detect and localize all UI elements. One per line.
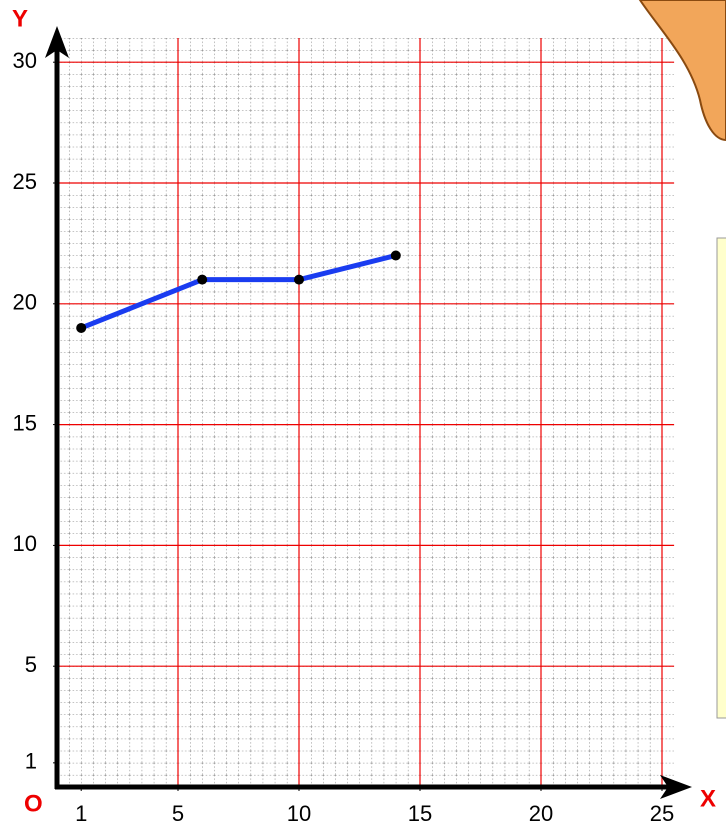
y-tick-label: 1 <box>25 749 37 774</box>
decoration <box>638 0 726 719</box>
data-point <box>390 250 401 261</box>
y-tick-label: 10 <box>13 531 37 556</box>
data-point <box>294 274 304 285</box>
y-tick-label: 15 <box>13 410 37 435</box>
x-tick-label: 1 <box>75 801 87 826</box>
x-tick-label: 15 <box>408 801 432 826</box>
data-point <box>76 322 87 333</box>
x-tick-label: 25 <box>650 801 674 826</box>
minor-grid <box>57 38 674 787</box>
hand-illustration <box>638 0 726 142</box>
x-arrow <box>660 775 692 799</box>
y-tick-label: 5 <box>25 652 37 677</box>
y-tick-label: 30 <box>13 48 37 73</box>
note-box <box>716 237 726 719</box>
y-tick-label: 20 <box>13 290 37 315</box>
origin-label: O <box>24 790 43 817</box>
x-axis-title: X <box>700 785 716 812</box>
y-arrow <box>45 26 69 58</box>
x-tick-label: 10 <box>287 801 311 826</box>
y-axis-title: Y <box>12 5 28 32</box>
y-tick-label: 25 <box>13 169 37 194</box>
data-point <box>197 274 208 285</box>
x-tick-label: 5 <box>172 801 184 826</box>
x-tick-label: 20 <box>529 801 553 826</box>
axes <box>45 26 692 799</box>
data-line <box>80 253 397 331</box>
